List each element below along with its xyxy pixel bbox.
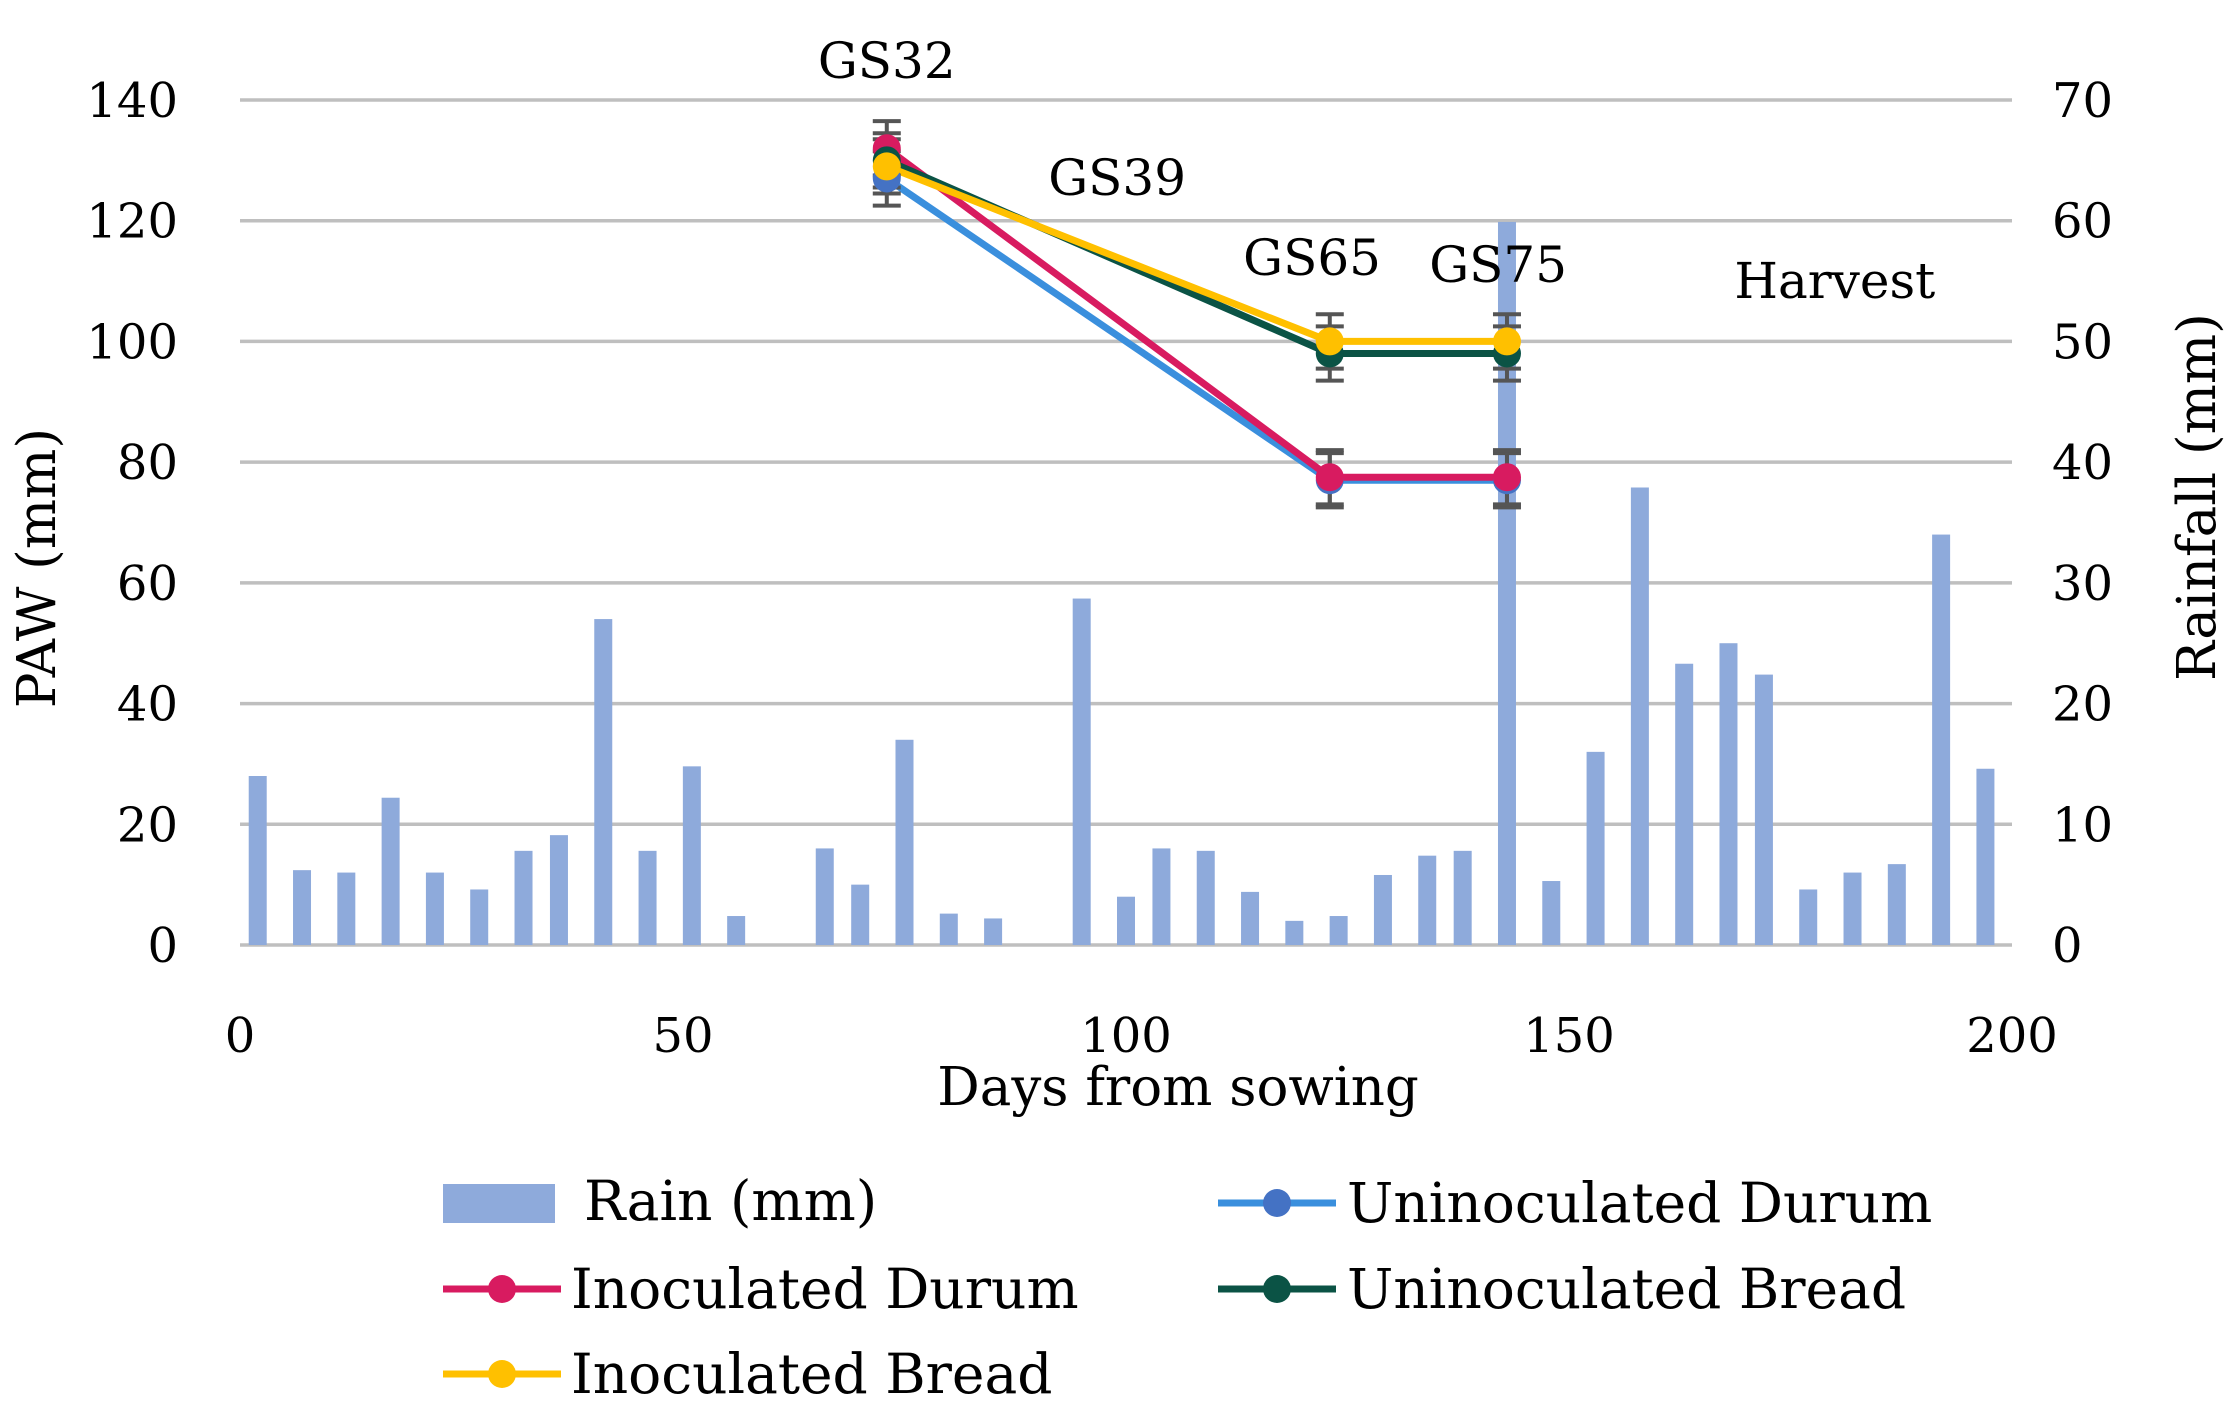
rain-bar	[293, 870, 312, 945]
series-point-3	[1315, 327, 1344, 356]
rain-bar	[1418, 855, 1437, 945]
y-axis-left-title: PAW (mm)	[7, 428, 68, 708]
y-left-tick-label: 60	[117, 556, 178, 612]
rain-bar	[1373, 874, 1392, 945]
x-tick-label: 200	[1966, 1008, 2058, 1064]
rain-bar	[1497, 221, 1516, 945]
rain-bar	[1241, 891, 1260, 945]
rain-bar	[594, 619, 613, 945]
legend-label: Uninoculated Durum	[1347, 1171, 1932, 1235]
y-right-tick-label: 10	[2052, 797, 2113, 853]
x-tick-label: 0	[225, 1008, 256, 1064]
annotation-label: GS75	[1429, 236, 1567, 294]
rain-bar	[1285, 920, 1304, 945]
rain-bar	[1843, 872, 1862, 945]
y-right-tick-label: 0	[2052, 918, 2083, 974]
legend-marker-0	[1263, 1189, 1291, 1217]
series-line-0	[884, 175, 1507, 484]
rain-bar	[425, 872, 444, 945]
rain-bar	[1329, 916, 1348, 945]
rain-bar	[1453, 850, 1472, 945]
rain-bar	[727, 916, 746, 945]
legend: Rain (mm) Uninoculated Durum Inoculated Du…	[443, 1169, 1932, 1406]
rain-bar	[470, 889, 489, 945]
series-point-1	[1492, 463, 1521, 492]
y-left-tick-label: 0	[147, 918, 178, 974]
rain-bar	[549, 835, 568, 945]
y-left-tick-label: 140	[86, 73, 178, 129]
gridlines	[240, 98, 2012, 947]
paw-lines	[872, 119, 1521, 510]
x-tick-label: 150	[1523, 1008, 1615, 1064]
legend-marker-3	[488, 1360, 516, 1388]
legend-label: Inoculated Durum	[571, 1257, 1079, 1321]
y-right-tick-label: 60	[2052, 194, 2113, 250]
rain-bar	[1117, 896, 1135, 945]
rain-bar	[1586, 751, 1605, 945]
annotation-label: GS65	[1243, 229, 1381, 287]
legend-marker-2	[1263, 1275, 1291, 1303]
annotation-label: GS39	[1048, 149, 1186, 207]
rain-bar	[1719, 643, 1738, 945]
rain-bar	[514, 850, 533, 945]
y-right-tick-label: 70	[2052, 73, 2113, 129]
rain-bar	[638, 850, 657, 945]
series-line-2	[885, 157, 1507, 357]
rain-bar	[248, 776, 267, 945]
series-line-3	[885, 163, 1507, 345]
rain-bar	[815, 848, 834, 945]
growth-stage-labels: GS32 GS39 GS65 GS75 Harvest	[818, 32, 1935, 310]
legend-label: Rain (mm)	[584, 1169, 877, 1233]
y-left-tick-label: 40	[117, 677, 178, 733]
y-right-tick-label: 30	[2052, 556, 2113, 612]
y-right-tick-label: 20	[2052, 677, 2113, 733]
rain-bar	[1072, 598, 1091, 945]
rain-bar	[1754, 674, 1773, 945]
rain-bar	[984, 918, 1003, 945]
x-axis-title: Days from sowing	[937, 1057, 1419, 1118]
y-right-tick-label: 40	[2052, 435, 2113, 491]
y-left-tick-label: 100	[86, 314, 178, 370]
legend-swatch-rain	[443, 1184, 555, 1223]
x-tick-label: 100	[1080, 1008, 1172, 1064]
x-tick-label: 50	[652, 1008, 713, 1064]
annotation-label: Harvest	[1734, 252, 1935, 310]
y-left-tick-label: 80	[117, 435, 178, 491]
rain-bar	[1799, 889, 1818, 945]
rain-bar	[1976, 768, 1995, 945]
rain-bar	[682, 766, 701, 945]
rain-bar	[1675, 663, 1694, 945]
y-axis-right-title: Rainfall (mm)	[2167, 313, 2228, 681]
legend-label: Uninoculated Bread	[1347, 1257, 1906, 1321]
rain-bar	[1152, 848, 1171, 945]
rain-bar	[1630, 487, 1649, 945]
axis-ticks: 0 50 100 150 200 0 20 40 60 80 100 120 140 0 10 20 30 40 5…	[86, 73, 2113, 1064]
y-left-tick-label: 20	[117, 797, 178, 853]
series-point-3	[872, 152, 901, 181]
rain-bar	[895, 739, 914, 945]
legend-marker-1	[488, 1275, 516, 1303]
legend-label: Inoculated Bread	[571, 1342, 1052, 1406]
rain-bar	[337, 872, 356, 945]
rain-bar	[381, 797, 400, 945]
rain-bar	[1196, 850, 1215, 945]
series-point-3	[1492, 327, 1521, 356]
annotation-label: GS32	[818, 32, 956, 90]
rain-bar	[1932, 534, 1951, 945]
series-point-1	[1315, 463, 1344, 492]
rain-bar	[851, 884, 870, 945]
rain-bars	[248, 221, 1995, 945]
rain-bar	[1542, 881, 1561, 945]
y-right-tick-label: 50	[2052, 314, 2113, 370]
rain-bar	[1887, 864, 1906, 945]
rain-bar	[939, 913, 958, 945]
y-left-tick-label: 120	[86, 194, 178, 250]
